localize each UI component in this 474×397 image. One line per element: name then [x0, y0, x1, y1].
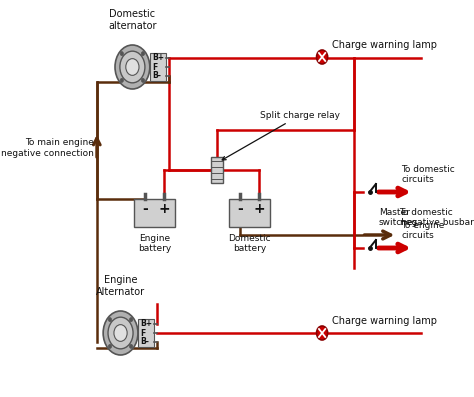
Text: To engine
circuits: To engine circuits: [401, 221, 445, 240]
Text: Charge warning lamp: Charge warning lamp: [332, 40, 437, 50]
Circle shape: [120, 51, 145, 83]
Bar: [134, 199, 175, 227]
Text: Domestic
battery: Domestic battery: [228, 234, 271, 253]
Text: Master
switches: Master switches: [379, 208, 418, 227]
Text: To main engine
negative connection: To main engine negative connection: [1, 138, 94, 158]
Text: +: +: [253, 202, 264, 216]
Text: Engine
Alternator: Engine Alternator: [96, 276, 145, 297]
Text: -: -: [142, 202, 148, 216]
Bar: [138, 319, 154, 347]
Circle shape: [120, 78, 123, 83]
Text: +: +: [158, 202, 170, 216]
Circle shape: [141, 78, 145, 83]
Bar: [229, 199, 270, 227]
Circle shape: [317, 326, 328, 340]
Text: Domestic
alternator: Domestic alternator: [108, 10, 156, 31]
Circle shape: [120, 52, 123, 56]
Circle shape: [129, 318, 133, 322]
Circle shape: [103, 311, 138, 355]
Text: F: F: [152, 62, 157, 71]
Text: B-: B-: [140, 337, 149, 347]
Text: B-: B-: [152, 71, 161, 81]
Circle shape: [126, 59, 139, 75]
Circle shape: [108, 317, 133, 349]
Circle shape: [129, 344, 133, 349]
Circle shape: [317, 50, 328, 64]
Text: Charge warning lamp: Charge warning lamp: [332, 316, 437, 326]
Text: To domestic
negative busbar: To domestic negative busbar: [400, 208, 474, 227]
Text: F: F: [140, 328, 146, 337]
Text: Engine
battery: Engine battery: [138, 234, 171, 253]
Circle shape: [109, 318, 111, 322]
Circle shape: [114, 325, 127, 341]
Circle shape: [109, 344, 111, 349]
Bar: [150, 53, 165, 81]
Circle shape: [141, 52, 145, 56]
Text: B+: B+: [140, 320, 152, 328]
Text: Split charge relay: Split charge relay: [222, 110, 340, 160]
Text: -: -: [237, 202, 243, 216]
Text: To domestic
circuits: To domestic circuits: [401, 165, 455, 184]
Bar: [210, 157, 223, 183]
Circle shape: [115, 45, 150, 89]
Text: B+: B+: [152, 54, 164, 62]
